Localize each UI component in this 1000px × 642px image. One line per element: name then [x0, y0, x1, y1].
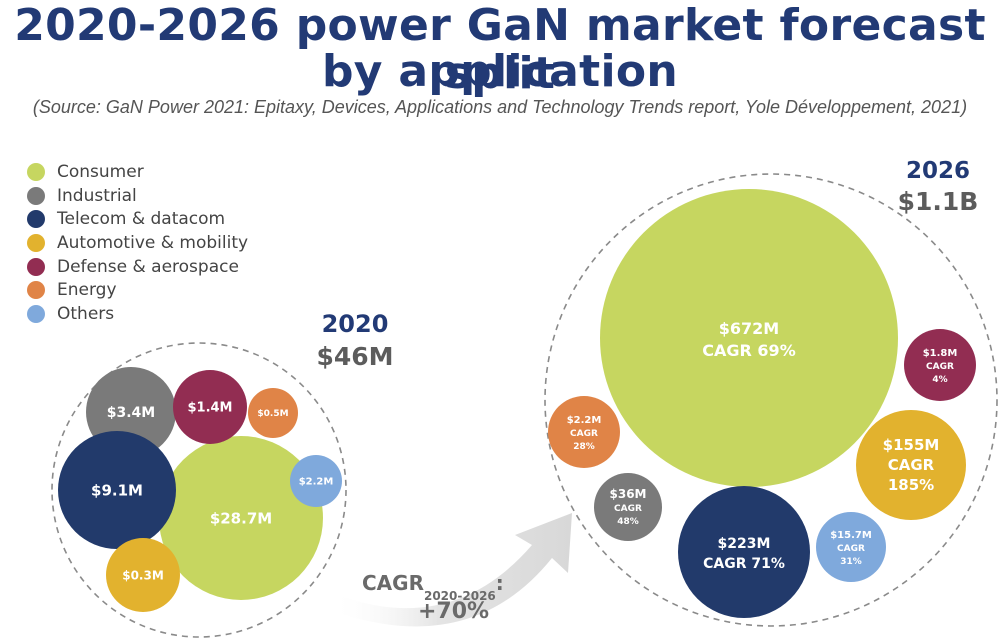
legend-item: Telecom & datacom — [27, 207, 248, 231]
bubble-cagr-value: 31% — [840, 557, 862, 567]
legend-swatch — [27, 257, 45, 276]
legend-item: Others — [27, 302, 248, 326]
cagr-label: CAGR2020-2026: — [362, 571, 504, 603]
legend-swatch — [27, 162, 45, 181]
bubble-cagr-word: CAGR — [926, 362, 954, 372]
bubble-value-label: $9.1M — [91, 481, 143, 499]
bubble-others-2020 — [290, 455, 342, 507]
bubble-value-label: $3.4M — [107, 405, 155, 421]
cagr-colon: : — [496, 571, 504, 595]
legend-label: Automotive & mobility — [57, 232, 249, 253]
growth-arrow — [330, 513, 572, 627]
bubble-value-label: $223M — [718, 536, 771, 552]
total-label: $46M — [316, 342, 393, 371]
bubble-value-label: $0.3M — [122, 568, 164, 582]
bubble-cagr-word: CAGR — [614, 504, 642, 514]
bubble-consumer-2026 — [600, 189, 898, 487]
year-label: 2026 — [906, 158, 970, 184]
bubble-cagr-value: 4% — [932, 375, 947, 385]
bubble-value-label: $0.5M — [257, 409, 288, 419]
cagr-value: +70% — [418, 599, 489, 624]
bubble-value-label: $2.2M — [299, 477, 334, 488]
cagr-word: CAGR — [703, 556, 751, 572]
bubble-industrial-2026 — [594, 473, 662, 541]
bubble-telecom-datacom-2026 — [678, 486, 810, 618]
bubble-cagr-label: CAGR 71% — [703, 556, 785, 572]
bubble-cagr-word: CAGR — [888, 456, 935, 474]
legend-label: Consumer — [57, 161, 144, 182]
legend-item: Consumer — [27, 160, 248, 184]
legend-item: Defense & aerospace — [27, 255, 248, 279]
bubble-others-2026 — [816, 512, 886, 582]
legend-label: Industrial — [57, 185, 137, 206]
bubble-value-label: $1.4M — [187, 401, 232, 416]
bubble-cagr-value: 185% — [888, 476, 934, 494]
bubble-group-2020: 2020 $46M $28.7M $3.4M $9.1M $0.3M $1.4M $0.5M $… — [51, 310, 394, 638]
cagr-word: CAGR — [702, 341, 757, 360]
bubble-consumer-2020 — [159, 436, 323, 600]
bubble-cagr-value: 48% — [617, 517, 639, 527]
bubble-cagr-label: CAGR 69% — [702, 341, 795, 360]
legend-item: Industrial — [27, 184, 248, 208]
bubble-defense-aerospace-2026 — [904, 329, 976, 401]
legend-swatch — [27, 233, 45, 252]
legend-item: Automotive & mobility — [27, 231, 248, 255]
outer-dashed-circle — [544, 173, 998, 627]
legend-item: Energy — [27, 278, 248, 302]
bubble-automotive-mobility-2020 — [106, 538, 180, 612]
bubble-energy-2020 — [248, 388, 298, 438]
legend-swatch — [27, 186, 45, 205]
bubble-value-label: $15.7M — [830, 530, 872, 541]
year-label: 2020 — [322, 310, 389, 338]
legend-swatch — [27, 210, 45, 229]
legend-swatch — [27, 281, 45, 300]
page-title-line-2: by application — [322, 46, 678, 97]
total-label: $1.1B — [898, 187, 979, 216]
bubble-automotive-mobility-2026 — [856, 410, 966, 520]
cagr-period: 2020-2026 — [424, 589, 496, 603]
legend-label: Energy — [57, 280, 117, 301]
page-title-line-1: 2020-2026 power GaN market forecast spli… — [14, 0, 986, 99]
bubble-value-label: $672M — [719, 319, 779, 338]
source-note: (Source: GaN Power 2021: Epitaxy, Device… — [32, 97, 968, 117]
outer-dashed-circle — [51, 342, 347, 638]
bubble-value-label: $36M — [610, 487, 647, 501]
bubble-defense-aerospace-2020 — [173, 370, 247, 444]
bubble-energy-2026 — [548, 396, 620, 468]
cagr-word: CAGR — [362, 571, 424, 595]
bubble-value-label: $2.2M — [567, 415, 602, 426]
legend-label: Others — [57, 303, 115, 324]
legend-swatch — [27, 304, 45, 323]
legend: Consumer Industrial Telecom & datacom Autom… — [27, 160, 248, 326]
bubble-telecom-datacom-2020 — [58, 431, 176, 549]
bubble-cagr-value: 28% — [573, 442, 595, 452]
bubble-value-label: $155M — [883, 436, 940, 454]
bubble-value-label: $28.7M — [210, 509, 272, 527]
cagr-value: 71% — [751, 556, 785, 572]
legend-label: Telecom & datacom — [57, 209, 226, 230]
bubble-value-label: $1.8M — [923, 348, 958, 359]
bubble-cagr-word: CAGR — [837, 544, 865, 554]
legend-label: Defense & aerospace — [57, 256, 239, 277]
cagr-value: 69% — [757, 341, 795, 360]
bubble-group-2026: 2026 $1.1B $672M CAGR 69% $36M CAGR 48% $223M CA… — [544, 158, 998, 627]
bubble-cagr-word: CAGR — [570, 429, 598, 439]
